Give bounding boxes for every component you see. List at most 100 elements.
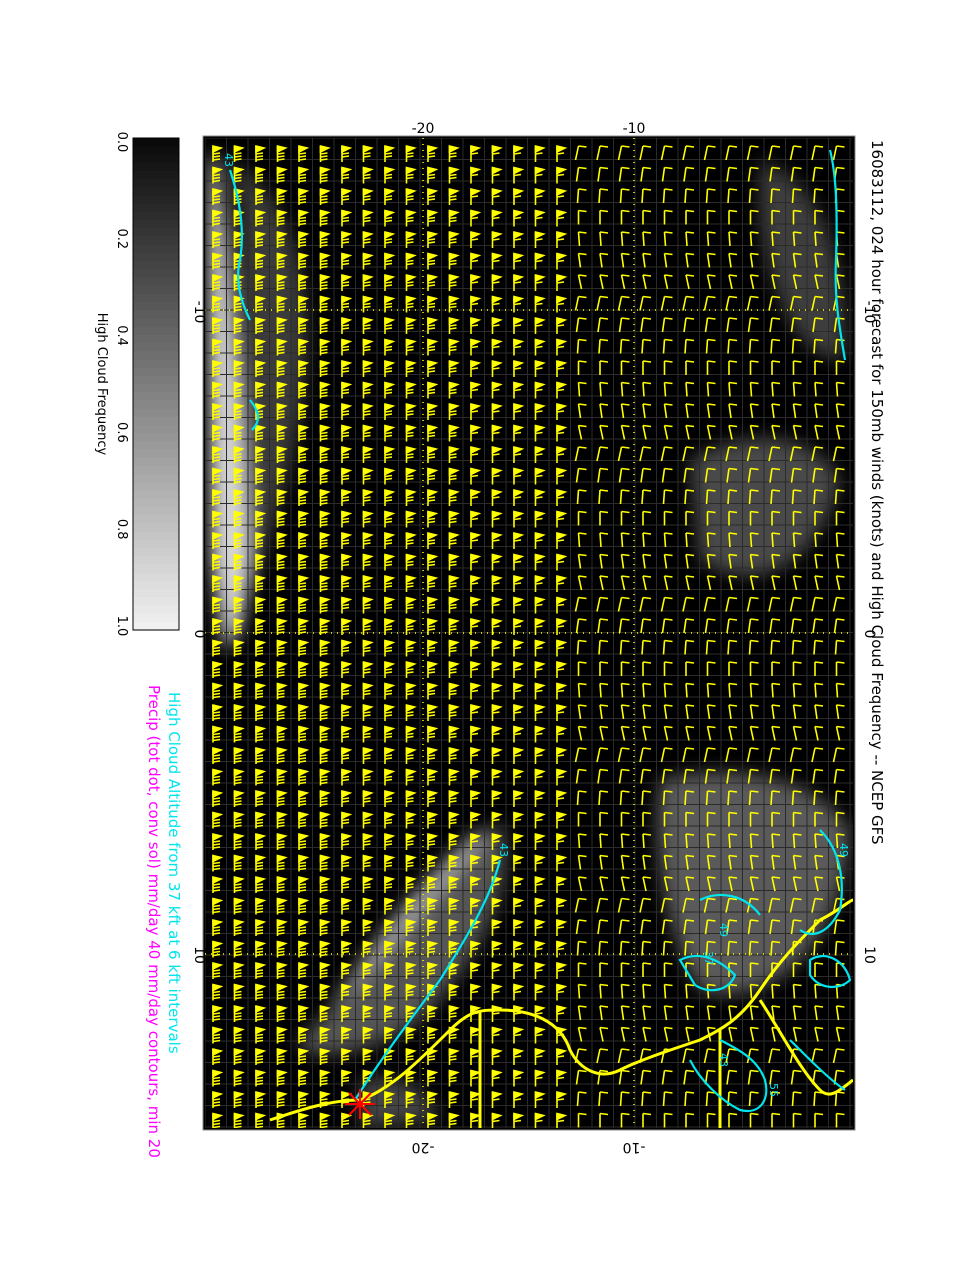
wind-barb — [341, 639, 353, 657]
wind-barb — [427, 1004, 439, 1022]
wind-barb — [792, 682, 802, 698]
wind-barb — [534, 553, 546, 571]
wind-barb — [212, 467, 224, 485]
wind-barb — [448, 230, 460, 248]
wind-barb — [341, 574, 353, 592]
wind-barb — [728, 1005, 738, 1021]
colorbar-step — [133, 310, 179, 320]
wind-barb — [556, 166, 568, 184]
wind-barb — [341, 811, 353, 829]
wind-barb — [534, 1090, 546, 1108]
wind-barb — [534, 897, 546, 915]
wind-barb — [384, 338, 396, 356]
wind-barb — [319, 768, 331, 786]
wind-barb — [792, 833, 802, 849]
wind-barb — [641, 639, 652, 655]
wind-barb — [233, 230, 245, 248]
wind-barb — [727, 338, 738, 354]
wind-barb — [792, 381, 802, 397]
wind-barb — [619, 489, 630, 505]
wind-barb — [255, 983, 267, 1001]
wind-barb — [814, 274, 824, 290]
wind-barb — [662, 188, 673, 204]
wind-barb — [341, 273, 353, 291]
wind-barb — [771, 252, 781, 268]
wind-barb — [790, 467, 802, 483]
wind-barb — [726, 467, 738, 483]
wind-barb — [814, 553, 824, 569]
wind-barb — [384, 789, 396, 807]
wind-barb — [427, 768, 439, 786]
wind-barb — [704, 317, 716, 333]
wind-barb — [276, 703, 288, 721]
wind-barb — [858, 404, 866, 418]
wind-barb — [448, 682, 460, 700]
wind-barb — [642, 252, 652, 268]
wind-barb — [619, 639, 630, 655]
colorbar-step — [133, 416, 179, 426]
wind-barb — [341, 424, 353, 442]
wind-barb — [255, 381, 267, 399]
wind-barb — [534, 1047, 546, 1065]
wind-barb — [663, 725, 673, 741]
wind-barb — [448, 703, 460, 721]
wind-barb — [255, 295, 267, 313]
wind-barb — [448, 166, 460, 184]
wind-barb — [790, 618, 802, 634]
wind-barb — [448, 144, 460, 162]
wind-barb — [384, 445, 396, 463]
wind-barb — [620, 510, 630, 526]
wind-barb — [255, 230, 267, 248]
wind-barb — [682, 446, 695, 462]
wind-barb — [513, 381, 525, 399]
wind-barb — [470, 381, 482, 399]
wind-barb — [448, 746, 460, 764]
wind-barb — [728, 704, 738, 720]
colorbar-step — [133, 326, 179, 336]
wind-barb — [427, 295, 439, 313]
wind-barb — [513, 273, 525, 291]
wind-barb — [212, 273, 224, 291]
wind-barb — [255, 424, 267, 442]
wind-barb — [727, 489, 738, 505]
wind-barb — [706, 854, 716, 870]
wind-barb — [791, 639, 802, 655]
wind-barb — [384, 746, 396, 764]
colorbar-step — [133, 318, 179, 328]
wind-barb — [812, 467, 824, 483]
wind-barb — [319, 166, 331, 184]
wind-barb — [596, 145, 609, 161]
wind-barb — [642, 424, 652, 440]
wind-barb — [405, 574, 417, 592]
contour-label: 55 — [767, 1083, 780, 1097]
wind-barb — [813, 940, 824, 956]
wind-barb — [276, 1004, 288, 1022]
wind-barb — [448, 209, 460, 227]
wind-barb — [728, 532, 738, 548]
wind-barb — [319, 381, 331, 399]
wind-barb — [255, 488, 267, 506]
wind-barb — [233, 660, 245, 678]
wind-barb — [792, 962, 802, 977]
wind-barb — [599, 833, 609, 849]
wind-barb — [405, 295, 417, 313]
wind-barb — [427, 359, 439, 377]
wind-barb — [596, 1048, 609, 1064]
longitude-tick-label: 0 — [861, 630, 877, 639]
wind-barb — [384, 1069, 396, 1087]
wind-barb — [448, 467, 460, 485]
wind-barb — [513, 166, 525, 184]
wind-barb — [599, 682, 609, 698]
wind-barb — [685, 575, 695, 591]
wind-barb — [319, 187, 331, 205]
wind-barb — [726, 166, 738, 182]
wind-barb — [749, 424, 759, 440]
wind-barb — [255, 596, 267, 614]
wind-barb — [319, 402, 331, 420]
wind-barb — [233, 682, 245, 700]
wind-barb — [233, 961, 245, 979]
wind-barb — [685, 403, 695, 419]
wind-barb — [706, 209, 716, 225]
wind-barb — [661, 919, 673, 935]
wind-barb — [771, 403, 781, 419]
